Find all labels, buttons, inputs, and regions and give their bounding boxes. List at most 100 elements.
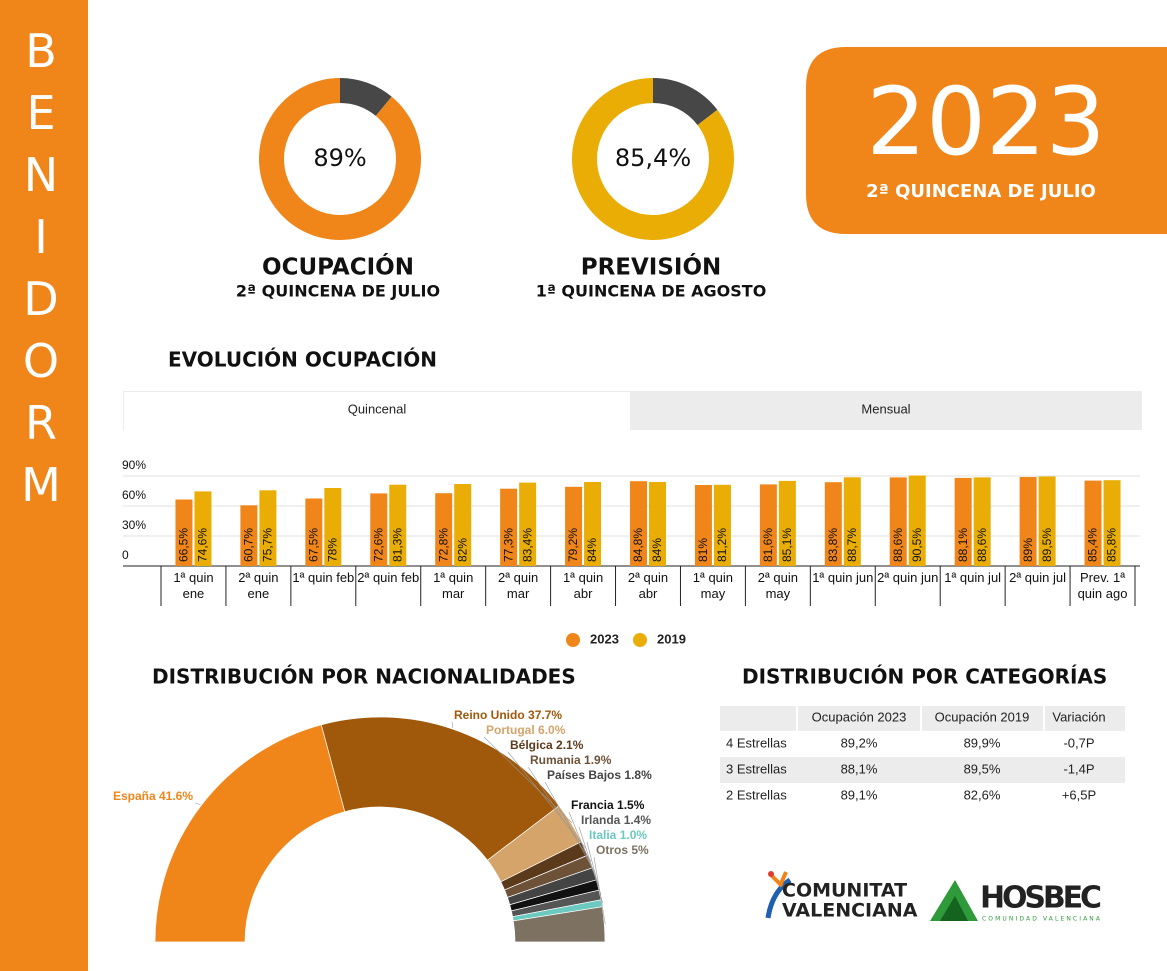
bar-value-label: 88,1% <box>956 528 970 562</box>
pie-label-name: Italia <box>589 828 617 842</box>
bar <box>954 477 972 566</box>
leader-line <box>527 766 592 862</box>
bar <box>389 484 407 566</box>
x-tick-label: 1ª quin mar <box>433 570 474 601</box>
bar-value-label: 66,5% <box>177 528 191 562</box>
table-header: Ocupación 2019 <box>935 709 1030 724</box>
x-tick-label: 2ª quin feb <box>357 570 420 585</box>
year-subtitle: 2ª QUINCENA DE JULIO <box>866 181 1096 202</box>
bar-value-label: 84% <box>650 538 664 562</box>
pie-label-name: Portugal <box>486 723 535 737</box>
bar <box>843 477 861 566</box>
year: 2023 <box>866 68 1105 177</box>
bar <box>1103 480 1121 566</box>
bar <box>713 484 731 566</box>
tab[interactable]: Quincenal <box>348 401 407 416</box>
y-tick-label: 60% <box>122 488 146 502</box>
pie-label-value: 2.1% <box>556 738 584 752</box>
bar-value-label: 81,2% <box>715 528 729 562</box>
bar-value-label: 67,5% <box>307 528 321 562</box>
pie-label-value: 37.7% <box>528 708 562 722</box>
pie-label-value: 1.4% <box>624 813 652 827</box>
donut-title: OCUPACIÓN <box>262 253 414 281</box>
logo-hosbec-sub: COMUNIDAD VALENCIANA <box>982 916 1101 923</box>
table-header: Variación <box>1052 709 1105 724</box>
x-tick-label: 2ª quin ene <box>238 570 279 601</box>
table-cell: -1,4P <box>1063 761 1094 776</box>
bar-value-label: 88,7% <box>845 528 859 562</box>
x-tick-label: Prev. 1ª quin ago <box>1077 570 1128 601</box>
pie-label-name: Irlanda <box>581 813 621 827</box>
bar-value-label: 88,6% <box>891 528 905 562</box>
legend-swatch <box>633 633 647 647</box>
x-tick-label: 1ª quin ene <box>173 570 214 601</box>
donut-segment <box>571 78 734 240</box>
bar <box>565 486 583 566</box>
section-title: EVOLUCIÓN OCUPACIÓN <box>168 348 437 372</box>
bar-value-label: 83,4% <box>520 528 534 562</box>
leader-line <box>451 721 454 729</box>
bar <box>908 475 926 566</box>
y-tick-label: 30% <box>122 518 146 532</box>
table-header-bg <box>720 706 1125 731</box>
bar <box>778 480 796 566</box>
bar <box>824 482 842 566</box>
bar-value-label: 81,3% <box>390 528 404 562</box>
bar <box>973 477 991 566</box>
pie-label-value: 1.0% <box>620 828 648 842</box>
x-tick-label: 1ª quin feb <box>292 570 355 585</box>
bar-value-label: 90,5% <box>910 528 924 562</box>
bar <box>584 482 602 566</box>
pie-label: Portugal 6.0% <box>486 723 566 737</box>
pie-label-value: 1.5% <box>617 798 645 812</box>
y-tick-label: 0 <box>122 548 129 562</box>
x-tick-label: 1ª quin abr <box>562 570 604 601</box>
bar <box>194 491 212 566</box>
table-cell: 3 Estrellas <box>726 761 787 776</box>
table-cell: 88,1% <box>841 761 878 776</box>
table-cell: 89,1% <box>841 787 878 802</box>
pie-label-name: Reino Unido <box>454 708 525 722</box>
bar <box>454 484 472 566</box>
pie-label-name: España <box>113 789 156 803</box>
x-tick-label: 1ª quin jul <box>944 570 1002 585</box>
pie-label: Italia 1.0% <box>589 828 647 842</box>
bar <box>759 484 777 566</box>
pie-label: Rumania 1.9% <box>530 753 612 767</box>
bar <box>259 490 277 566</box>
table-cell: 2 Estrellas <box>726 787 787 802</box>
bar-value-label: 84,8% <box>631 528 645 562</box>
bar-value-label: 72,8% <box>436 528 450 562</box>
pie-label-value: 1.9% <box>584 753 612 767</box>
pie-label-value: 41.6% <box>159 789 193 803</box>
pie-label-name: Francia <box>571 798 614 812</box>
tab[interactable]: Mensual <box>861 401 910 416</box>
pie-label-value: 1.8% <box>624 768 652 782</box>
bar <box>1084 480 1102 566</box>
pie-label-name: Bélgica <box>510 738 553 752</box>
logo-text: COMUNITAT <box>782 880 907 902</box>
donut-subtitle: 2ª QUINCENA DE JULIO <box>236 282 440 301</box>
table-cell: 89,5% <box>964 761 1001 776</box>
donut-center-label: 89% <box>313 144 366 172</box>
active-tab <box>124 392 630 430</box>
bar-value-label: 89% <box>1021 538 1035 562</box>
leader-line <box>483 736 573 823</box>
bar <box>1038 476 1056 566</box>
pie-label-name: Rumania <box>530 753 581 767</box>
pie-label-value: 6.0% <box>538 723 566 737</box>
pie-label: Países Bajos 1.8% <box>547 768 652 782</box>
bar-value-label: 79,2% <box>566 528 580 562</box>
bar-value-label: 85,4% <box>1086 528 1100 562</box>
bar <box>519 482 537 566</box>
bar <box>889 477 907 566</box>
donut-segment <box>340 78 392 116</box>
year-box <box>806 47 1167 234</box>
bar-value-label: 83,8% <box>826 528 840 562</box>
bar-value-label: 89,5% <box>1040 528 1054 562</box>
x-tick-label: 2ª quin may <box>757 570 798 601</box>
section-title: DISTRIBUCIÓN POR NACIONALIDADES <box>152 665 576 689</box>
bar-value-label: 85,8% <box>1105 528 1119 562</box>
leader-line <box>593 856 606 925</box>
table-cell: -0,7P <box>1063 735 1094 750</box>
